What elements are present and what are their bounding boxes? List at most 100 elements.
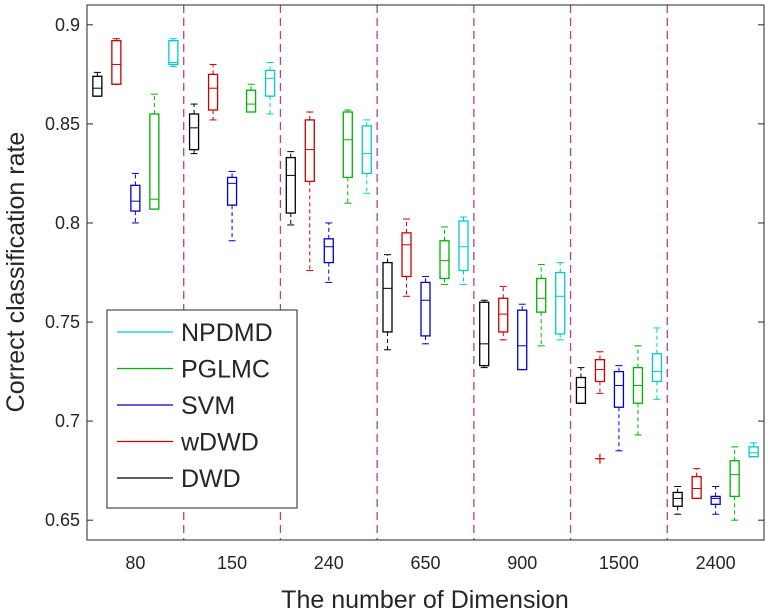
- box-dwd-80: [92, 71, 103, 97]
- box-pglmc-240: [342, 109, 353, 204]
- box-wdwd-240: [304, 111, 315, 272]
- box-svm-2400: [710, 486, 721, 515]
- legend-label-wdwd: wDWD: [180, 429, 259, 457]
- box-iqr: [188, 113, 200, 151]
- box-dwd-2400: [672, 486, 683, 515]
- x-tick-label: 900: [507, 553, 537, 573]
- box-svm-1500: [613, 365, 625, 452]
- box-pglmc-150: [245, 83, 257, 113]
- box-svm-240: [323, 222, 334, 283]
- box-wdwd-80: [111, 38, 122, 85]
- x-tick-label: 2400: [696, 553, 736, 573]
- legend: NPDMD PGLMC SVM wDWD DWD: [106, 309, 298, 509]
- box-npdmd-2400: [748, 442, 759, 458]
- box-iqr: [420, 281, 431, 337]
- box-series-layer: [92, 38, 759, 521]
- box-npdmd-80: [168, 38, 179, 67]
- box-iqr: [264, 69, 276, 97]
- box-wdwd-150: [207, 63, 219, 121]
- box-npdmd-240: [361, 119, 372, 194]
- x-tick-label: 240: [314, 553, 344, 573]
- box-iqr: [555, 271, 566, 335]
- box-wdwd-650: [401, 218, 412, 297]
- box-npdmd-650: [458, 216, 469, 285]
- x-axis-label: The number of Dimension: [281, 586, 569, 614]
- box-iqr: [149, 113, 160, 210]
- box-iqr: [168, 40, 179, 66]
- x-tick-label: 150: [217, 553, 247, 573]
- box-iqr: [323, 238, 334, 264]
- x-axis: 80 150 240 650 900 1500 2400: [125, 553, 735, 573]
- series-npdmd: [168, 38, 759, 458]
- x-tick-label: 80: [125, 553, 145, 573]
- y-tick-label: 0.65: [45, 510, 80, 530]
- box-iqr: [207, 73, 219, 111]
- box-iqr: [285, 156, 296, 214]
- box-iqr: [361, 125, 372, 175]
- y-tick-label: 0.9: [55, 15, 80, 35]
- box-pglmc-650: [439, 226, 450, 285]
- box-iqr: [498, 297, 509, 333]
- box-iqr: [92, 75, 103, 97]
- legend-label-pglmc: PGLMC: [181, 356, 270, 384]
- box-wdwd-2400: [691, 468, 702, 500]
- box-iqr: [130, 184, 141, 212]
- series-svm: [130, 170, 721, 515]
- box-npdmd-1500: [651, 327, 663, 400]
- legend-label-npdmd: NPDMD: [181, 319, 273, 347]
- y-tick-label: 0.8: [55, 213, 80, 233]
- box-dwd-650: [382, 254, 393, 351]
- legend-label-svm: SVM: [181, 392, 235, 420]
- box-pglmc-1500: [632, 345, 644, 436]
- box-svm-650: [420, 275, 431, 345]
- box-iqr: [401, 232, 412, 278]
- x-tick-label: 1500: [599, 553, 639, 573]
- box-iqr: [111, 40, 122, 85]
- box-iqr: [304, 119, 315, 183]
- y-axis-label: Correct classification rate: [2, 132, 30, 413]
- box-pglmc-80: [149, 93, 160, 210]
- box-pglmc-900: [536, 264, 547, 347]
- box-iqr: [226, 176, 238, 206]
- box-wdwd-900: [498, 285, 509, 341]
- box-iqr: [458, 220, 469, 272]
- box-iqr: [479, 301, 490, 367]
- y-tick-label: 0.75: [45, 312, 80, 332]
- box-iqr: [575, 376, 587, 404]
- box-iqr: [710, 495, 721, 505]
- box-svm-150: [226, 170, 238, 242]
- box-iqr: [382, 261, 393, 333]
- box-iqr: [342, 111, 353, 179]
- box-iqr: [594, 359, 606, 383]
- series-dwd: [92, 71, 683, 515]
- legend-label-dwd: DWD: [181, 465, 241, 493]
- box-npdmd-150: [264, 61, 276, 115]
- x-tick-label: 650: [410, 553, 440, 573]
- box-svm-80: [130, 172, 141, 224]
- box-iqr: [672, 491, 683, 507]
- y-tick-label: 0.85: [45, 114, 80, 134]
- box-iqr: [748, 446, 759, 458]
- series-pglmc: [149, 83, 740, 521]
- box-pglmc-2400: [729, 446, 740, 521]
- box-iqr: [439, 240, 450, 280]
- box-iqr: [651, 353, 663, 383]
- plot-frame: [86, 4, 765, 541]
- legend-box: [106, 309, 298, 509]
- box-dwd-240: [285, 151, 296, 226]
- box-iqr: [245, 89, 257, 113]
- box-iqr: [613, 370, 625, 408]
- y-axis: 0.65 0.7 0.75 0.8 0.85 0.9: [45, 15, 764, 530]
- box-iqr: [729, 460, 740, 498]
- box-npdmd-900: [555, 262, 566, 341]
- y-tick-label: 0.7: [55, 411, 80, 431]
- box-dwd-150: [188, 103, 200, 155]
- box-iqr: [517, 309, 528, 371]
- series-wdwd: [111, 38, 702, 500]
- box-svm-900: [517, 303, 528, 371]
- box-wdwd-1500: [594, 351, 606, 464]
- box-iqr: [536, 277, 547, 313]
- box-dwd-1500: [575, 367, 587, 404]
- box-iqr: [691, 475, 702, 500]
